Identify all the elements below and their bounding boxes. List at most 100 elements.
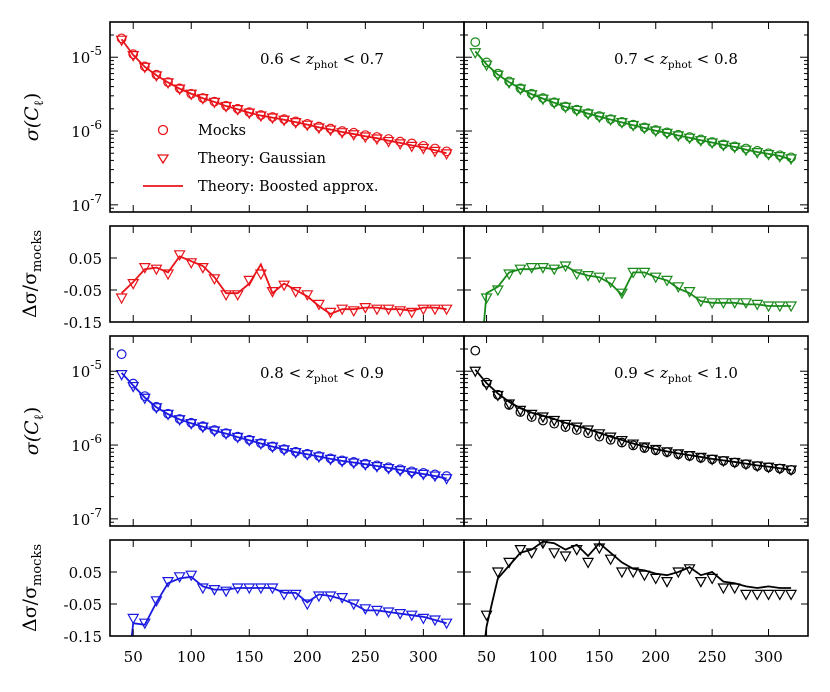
gaussian-marker: [278, 115, 291, 127]
mocks-marker: [729, 457, 740, 468]
gaussian-marker: [359, 303, 372, 314]
gaussian-marker: [762, 149, 775, 161]
gaussian-marker: [717, 583, 730, 595]
gaussian-marker: [660, 577, 674, 588]
mocks-marker: [325, 123, 336, 134]
gaussian-marker: [428, 471, 442, 483]
mocks-marker: [707, 137, 718, 147]
gaussian-marker: [301, 290, 314, 302]
mocks-marker: [718, 139, 729, 150]
gaussian-marker: [672, 282, 685, 294]
mocks-marker: [221, 100, 231, 111]
gaussian-marker: [773, 301, 786, 313]
mocks-marker: [116, 349, 127, 360]
gaussian-marker: [548, 548, 561, 560]
panel-frame: [463, 225, 809, 323]
mocks-marker: [441, 471, 452, 481]
gaussian-marker: [185, 89, 198, 101]
mocks-marker: [741, 459, 751, 470]
mocks-marker: [151, 69, 162, 80]
gaussian-marker: [480, 379, 493, 391]
mocks-marker: [549, 418, 560, 429]
panel-1-1: [463, 225, 809, 323]
mocks-marker: [515, 83, 526, 94]
gaussian-marker: [559, 102, 572, 114]
mocks-marker: [314, 451, 324, 461]
mocks-marker: [197, 421, 208, 432]
gaussian-marker: [417, 304, 430, 316]
mocks-marker: [774, 463, 785, 474]
gaussian-marker: [649, 573, 662, 585]
mocks-marker: [774, 150, 785, 161]
gaussian-marker: [394, 139, 407, 151]
gaussian-marker: [428, 615, 442, 627]
mocks-marker: [594, 111, 605, 121]
mocks-marker: [360, 130, 371, 141]
y-tick-label: 10-7: [71, 192, 102, 215]
gaussian-marker: [548, 415, 561, 427]
gaussian-marker: [514, 264, 527, 276]
panel-label: 0.9 < zphot < 1.0: [614, 364, 738, 385]
gaussian-marker: [196, 263, 209, 274]
mocks-marker: [430, 143, 440, 154]
mocks-marker: [406, 466, 417, 477]
legend-gaussian-label: Theory: Gaussian: [198, 151, 326, 167]
gaussian-marker: [336, 456, 349, 468]
gaussian-marker: [706, 573, 719, 585]
gaussian-marker: [683, 133, 696, 145]
gaussian-marker: [604, 277, 617, 289]
gaussian-marker: [570, 105, 583, 117]
gaussian-marker: [162, 409, 175, 421]
gaussian-marker: [266, 287, 279, 298]
gaussian-marker: [220, 290, 233, 302]
panel-2-1: 0.9 < zphot < 1.0: [463, 335, 809, 527]
mocks-marker: [628, 119, 639, 130]
plot-area: [115, 349, 453, 485]
mocks-marker: [481, 377, 492, 388]
gaussian-marker: [440, 618, 453, 630]
gaussian-marker: [570, 545, 583, 556]
gaussian-marker: [762, 301, 775, 313]
gaussian-marker: [717, 140, 730, 152]
plot-area: [469, 37, 798, 166]
gaussian-marker: [336, 304, 349, 316]
gaussian-marker: [683, 287, 696, 298]
gaussian-marker: [312, 452, 325, 464]
gaussian-marker: [503, 78, 516, 90]
gaussian-marker: [150, 71, 163, 83]
gaussian-marker: [312, 591, 325, 603]
mocks-marker: [441, 146, 452, 157]
gaussian-marker: [582, 425, 595, 437]
panel-label: 0.8 < zphot < 0.9: [260, 364, 384, 385]
gaussian-marker: [649, 272, 662, 284]
plot-area: [480, 540, 798, 636]
y-tick-label: 10-6: [71, 432, 102, 455]
gaussian-marker: [537, 540, 549, 550]
mocks-marker: [209, 425, 220, 435]
gaussian-marker: [706, 138, 719, 150]
gaussian-marker: [220, 101, 233, 113]
boosted-line: [484, 540, 792, 636]
mocks-marker: [337, 126, 348, 136]
gaussian-marker: [173, 572, 186, 584]
mocks-marker: [673, 129, 684, 140]
mocks-marker: [267, 441, 278, 452]
gaussian-marker: [127, 279, 140, 290]
gaussian-marker: [683, 564, 696, 576]
gaussian-marker: [162, 269, 175, 281]
gaussian-marker: [289, 447, 302, 459]
mocks-marker: [470, 345, 481, 356]
x-tick-label: 100: [177, 648, 206, 666]
gaussian-marker: [394, 466, 407, 477]
x-tick-label: 250: [698, 648, 727, 666]
mocks-marker: [139, 61, 150, 72]
mocks-marker: [395, 464, 406, 475]
gaussian-marker: [254, 439, 267, 451]
mocks-marker: [515, 407, 526, 417]
gaussian-marker: [627, 120, 640, 132]
mocks-marker: [395, 136, 406, 147]
gaussian-marker: [138, 263, 151, 274]
gaussian-marker: [503, 557, 516, 569]
gaussian-marker: [525, 90, 538, 101]
